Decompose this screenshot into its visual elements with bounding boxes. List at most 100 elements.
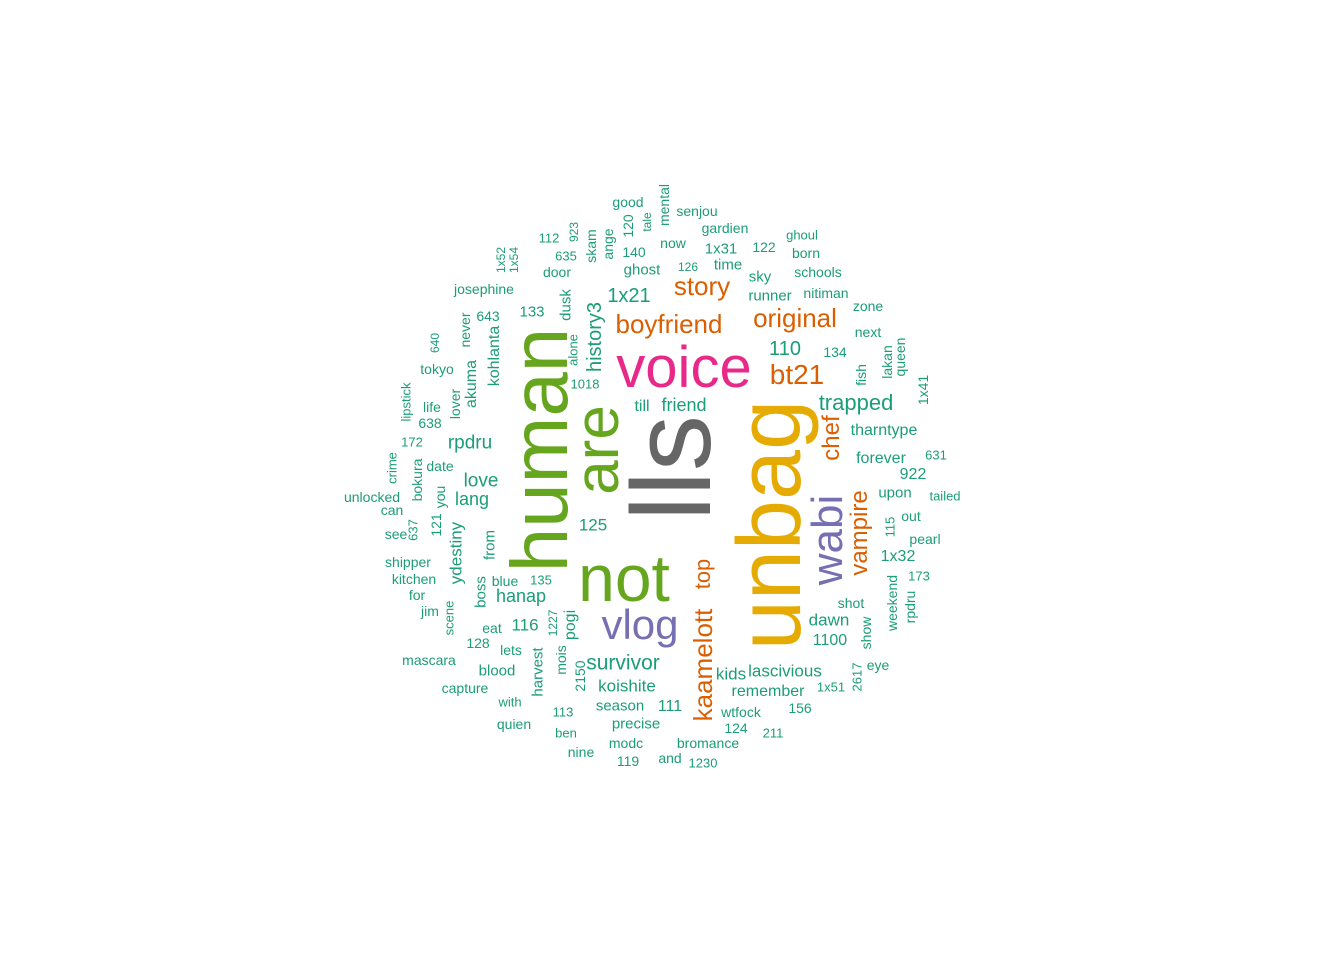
word: date xyxy=(426,458,454,474)
word: next xyxy=(854,324,882,340)
word: scene xyxy=(441,600,457,636)
word: friend xyxy=(661,395,707,415)
word: bokura xyxy=(409,458,425,502)
word: vampire xyxy=(846,490,873,576)
word: zone xyxy=(852,298,884,314)
word: 124 xyxy=(724,720,748,736)
word: bromance xyxy=(676,735,740,751)
word: shot xyxy=(837,595,865,611)
word: 112 xyxy=(538,230,560,246)
word: not xyxy=(578,541,670,615)
word: 115 xyxy=(882,516,898,538)
word: 126 xyxy=(677,260,699,274)
word: 922 xyxy=(899,466,927,483)
word: senjou xyxy=(676,203,718,219)
word: 1x51 xyxy=(816,679,846,695)
word: 110 xyxy=(769,338,801,360)
word: now xyxy=(660,235,686,251)
word: 156 xyxy=(788,700,812,716)
word: 1230 xyxy=(688,755,718,771)
word: vlog xyxy=(601,601,679,648)
word: unbag xyxy=(720,399,820,651)
word: bt21 xyxy=(769,359,825,390)
word: sky xyxy=(748,268,772,286)
word: for xyxy=(408,587,426,603)
word: eye xyxy=(866,657,890,673)
word: and xyxy=(658,750,682,766)
word: 128 xyxy=(466,635,490,651)
word: from xyxy=(481,530,499,560)
word: blood xyxy=(478,662,516,680)
word: 637 xyxy=(405,519,421,541)
word: josephine xyxy=(454,281,514,297)
word: 116 xyxy=(511,615,539,635)
word: forever xyxy=(856,450,906,467)
word: 923 xyxy=(567,221,581,243)
word: are xyxy=(563,405,632,495)
word: original xyxy=(753,303,837,333)
word: out xyxy=(901,508,921,524)
word: lover xyxy=(447,388,463,420)
word: rpdru xyxy=(902,590,918,624)
word: ange xyxy=(600,228,616,260)
word: nitiman xyxy=(803,285,849,301)
word: 121 xyxy=(428,513,444,537)
word: trapped xyxy=(818,390,894,415)
word: lls xyxy=(609,415,734,521)
word: ghoul xyxy=(786,227,818,243)
word: 1x21 xyxy=(607,285,651,307)
word: can xyxy=(380,502,404,518)
word: 111 xyxy=(657,698,683,715)
word: tharntype xyxy=(850,422,918,439)
word: capture xyxy=(441,680,489,696)
word: fish xyxy=(853,364,869,386)
word: chef xyxy=(818,415,845,461)
word: skam xyxy=(583,229,599,263)
word: 1x41 xyxy=(915,374,931,406)
word: love xyxy=(463,470,499,492)
word: kids xyxy=(715,664,747,684)
word: till xyxy=(634,398,650,415)
word: 1x52 xyxy=(494,246,508,274)
word: 173 xyxy=(908,568,930,584)
word: with xyxy=(498,694,522,710)
word: 140 xyxy=(622,244,646,260)
word: 640 xyxy=(428,332,442,354)
word: gardien xyxy=(701,220,749,236)
word: 2150 xyxy=(572,660,588,692)
word: 1018 xyxy=(570,376,600,392)
word: life xyxy=(423,399,441,415)
word: modc xyxy=(608,735,644,751)
word: born xyxy=(791,245,821,261)
word: voice xyxy=(616,335,752,400)
word: lascivious xyxy=(748,661,822,681)
word: kitchen xyxy=(391,571,437,587)
word: tailed xyxy=(929,488,961,504)
word: 1227 xyxy=(546,609,560,637)
word: remember xyxy=(731,683,805,700)
word: mois xyxy=(553,645,569,675)
word: 172 xyxy=(401,434,423,450)
word: koishite xyxy=(598,676,656,696)
word: alone xyxy=(565,334,581,366)
word: queen xyxy=(892,337,908,377)
word: 125 xyxy=(578,515,608,535)
word: 631 xyxy=(925,447,947,463)
word: crime xyxy=(384,452,400,484)
word: 1x54 xyxy=(507,246,521,274)
word: history3 xyxy=(584,301,606,373)
word: ben xyxy=(555,725,577,741)
word: mascara xyxy=(402,652,456,668)
word: kaamelott xyxy=(688,608,718,722)
word: time xyxy=(713,256,743,274)
word: wabi xyxy=(803,494,852,586)
word: survivor xyxy=(586,651,660,675)
word: dawn xyxy=(808,610,850,630)
word: harvest xyxy=(529,647,547,697)
word: pogi xyxy=(562,609,579,641)
word: 113 xyxy=(552,704,574,720)
word: ydestiny xyxy=(446,521,466,585)
word: 635 xyxy=(555,248,577,264)
word: runner xyxy=(748,287,792,305)
